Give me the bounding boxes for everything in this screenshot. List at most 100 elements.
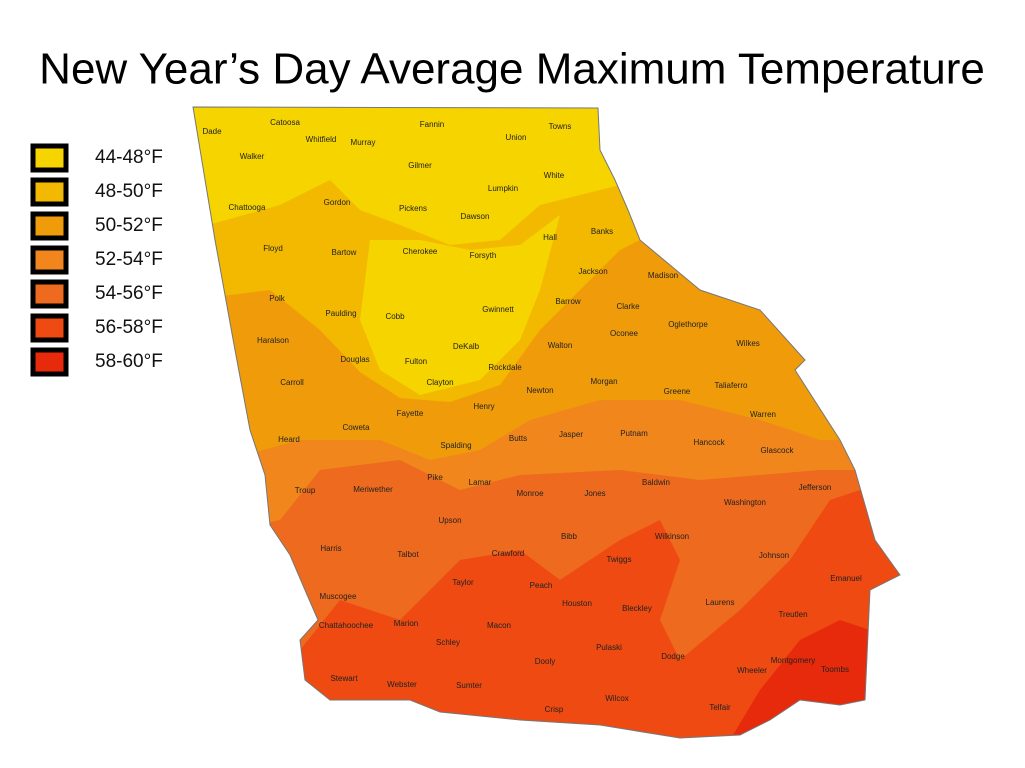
county-label: Clarke [616, 302, 640, 311]
county-label: Upson [438, 516, 461, 525]
county-label: Sumter [456, 681, 482, 690]
county-label: Johnson [759, 551, 789, 560]
county-label: Stewart [330, 674, 358, 683]
county-label: Banks [591, 227, 613, 236]
county-label: Webster [387, 680, 417, 689]
county-label: Bartow [332, 248, 357, 257]
county-label: Toombs [821, 665, 849, 674]
county-label: Clayton [426, 378, 453, 387]
county-label: Jasper [559, 430, 583, 439]
county-label: Cobb [385, 312, 405, 321]
county-label: Pike [427, 473, 443, 482]
legend-swatch [30, 245, 69, 275]
legend-label: 52-54°F [95, 249, 163, 270]
county-label: Rockdale [488, 363, 522, 372]
county-label: Douglas [340, 355, 369, 364]
legend-swatch [30, 177, 69, 207]
legend-swatch [30, 211, 69, 241]
county-label: Peach [530, 581, 553, 590]
county-label: Walker [240, 152, 265, 161]
county-label: Dade [202, 127, 222, 136]
county-label: Haralson [257, 336, 289, 345]
county-label: Twiggs [607, 555, 632, 564]
county-label: Troup [295, 486, 316, 495]
county-label: Dawson [461, 212, 490, 221]
county-label: Laurens [706, 598, 735, 607]
county-label: Lumpkin [488, 184, 518, 193]
county-label: Schley [436, 638, 460, 647]
county-label: Taliaferro [715, 381, 748, 390]
county-label: Muscogee [320, 592, 357, 601]
county-label: Union [506, 133, 527, 142]
county-label: Treutlen [778, 610, 807, 619]
county-label: Hancock [693, 438, 725, 447]
title: New Year’s Day Average Maximum Temperatu… [39, 45, 985, 94]
county-label: Dooly [535, 657, 555, 666]
county-label: Warren [750, 410, 776, 419]
county-label: Lamar [469, 478, 492, 487]
county-label: Wheeler [737, 666, 767, 675]
county-label: Catoosa [270, 118, 300, 127]
county-label: Fulton [405, 357, 427, 366]
county-label: Polk [269, 294, 286, 303]
county-label: Newton [526, 386, 553, 395]
county-label: Heard [278, 435, 300, 444]
county-label: Marion [394, 619, 418, 628]
county-label: Murray [351, 138, 376, 147]
county-label: Glascock [761, 446, 795, 455]
county-label: Towns [549, 122, 572, 131]
county-label: Spalding [440, 441, 471, 450]
county-label: Wilcox [605, 694, 629, 703]
county-label: Gwinnett [482, 305, 514, 314]
county-label: Crawford [492, 549, 524, 558]
county-label: Putnam [620, 429, 648, 438]
county-label: Montgomery [771, 656, 815, 665]
county-label: DeKalb [453, 342, 480, 351]
state-outline [192, 106, 901, 739]
county-label: Coweta [342, 423, 370, 432]
band [360, 215, 560, 395]
legend: 44-48°F 48-50°F 50-52°F 52-54°F 54-56°F 56-58… [30, 143, 163, 377]
county-label: Jefferson [799, 483, 832, 492]
county-label: Taylor [452, 578, 474, 587]
county-label: Fayette [397, 409, 424, 418]
legend-label: 50-52°F [95, 215, 163, 236]
county-label: Greene [664, 387, 691, 396]
legend-label: 54-56°F [95, 283, 163, 304]
county-label: Jones [584, 489, 605, 498]
county-label: Monroe [516, 489, 544, 498]
county-label: Pickens [399, 204, 427, 213]
county-label: Madison [648, 271, 678, 280]
county-label: Floyd [263, 244, 283, 253]
county-label: Fannin [420, 120, 444, 129]
county-label: Crisp [545, 705, 564, 714]
county-label: Henry [473, 402, 494, 411]
county-label: Bleckley [622, 604, 652, 613]
county-label: Carroll [280, 378, 304, 387]
county-label: Jackson [578, 267, 607, 276]
county-label: Oconee [610, 329, 639, 338]
legend-swatch [30, 347, 69, 377]
county-label: Macon [487, 621, 511, 630]
county-label: Telfair [709, 703, 731, 712]
county-label: Dodge [661, 652, 685, 661]
county-label: Wilkes [736, 339, 760, 348]
county-label: Forsyth [470, 251, 497, 260]
county-label: Whitfield [306, 135, 337, 144]
county-label: Washington [724, 498, 766, 507]
county-labels: Dade Catoosa Fannin Towns Union Whitfield Murr… [202, 118, 862, 714]
county-label: Harris [320, 544, 341, 553]
county-label: Oglethorpe [668, 320, 708, 329]
county-label: White [544, 171, 565, 180]
county-label: Chattahoochee [319, 621, 374, 630]
county-label: Gilmer [408, 161, 432, 170]
county-label: Bibb [561, 532, 578, 541]
legend-label: 48-50°F [95, 181, 163, 202]
county-label: Hall [543, 233, 557, 242]
county-label: Walton [548, 341, 573, 350]
county-label: Meriwether [353, 485, 393, 494]
legend-swatch [30, 279, 69, 309]
county-label: Emanuel [830, 574, 862, 583]
county-label: Chattooga [229, 203, 266, 212]
